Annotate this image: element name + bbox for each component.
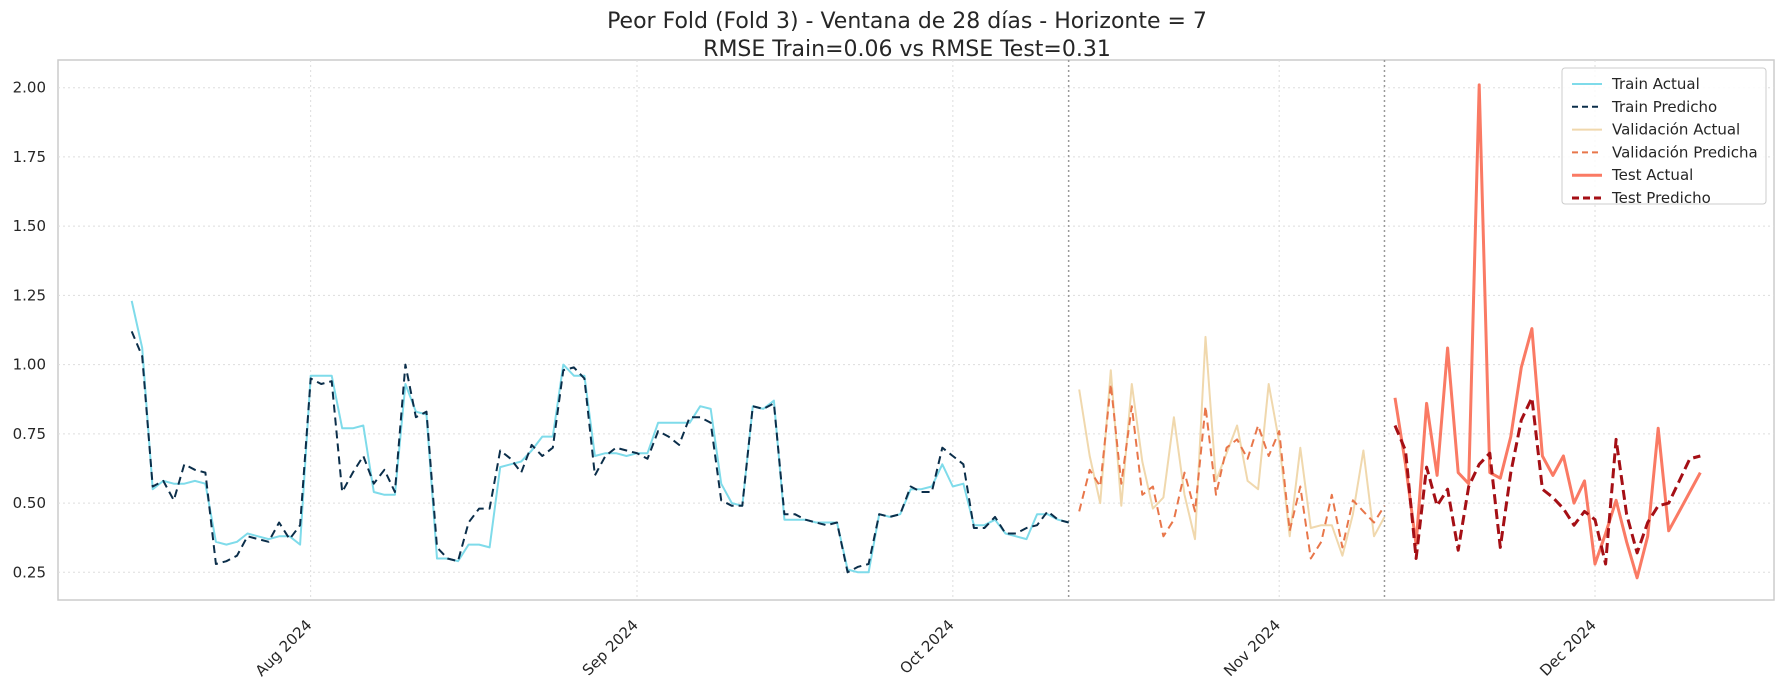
- series-group: [130, 83, 1702, 580]
- y-tick-label: 1.00: [13, 356, 46, 374]
- legend-label: Validación Predicha: [1612, 143, 1758, 161]
- chart-title: Peor Fold (Fold 3) - Ventana de 28 días …: [607, 9, 1207, 34]
- y-tick-label: 0.75: [13, 425, 46, 443]
- series-line-test-predicho: [1393, 396, 1701, 566]
- x-tick-label: Aug 2024: [252, 616, 316, 680]
- y-tick-label: 1.50: [13, 217, 46, 235]
- x-tick-label: Sep 2024: [579, 616, 642, 679]
- series-line-test-actual: [1393, 83, 1702, 580]
- y-tick-label: 1.75: [13, 148, 46, 166]
- y-tick-label: 1.25: [13, 286, 46, 304]
- legend-label: Test Actual: [1611, 166, 1693, 184]
- plot-area: [57, 59, 1775, 601]
- y-tick-label: 2.00: [13, 79, 46, 97]
- legend-label: Train Predicho: [1611, 98, 1717, 116]
- y-tick-label: 0.50: [13, 494, 46, 512]
- split-lines: [1067, 60, 1386, 600]
- y-tick-label: 0.25: [13, 563, 46, 581]
- x-tick-label: Oct 2024: [896, 616, 957, 677]
- series-line-validaci-n-predicha: [1078, 383, 1386, 560]
- series-line-validaci-n-actual: [1078, 335, 1386, 557]
- legend-label: Test Predicho: [1611, 189, 1711, 207]
- legend-label: Train Actual: [1611, 75, 1700, 93]
- y-axis: 0.25 0.50 0.75 1.00 1.25 1.50 1.75 2.00: [13, 79, 46, 582]
- series-line-train-predicho: [130, 331, 1069, 574]
- x-axis: Aug 2024 Sep 2024 Oct 2024 Nov 2024 Dec 2024: [252, 616, 1600, 680]
- chart-subtitle: RMSE Train=0.06 vs RMSE Test=0.31: [703, 37, 1111, 62]
- legend-label: Validación Actual: [1612, 121, 1740, 139]
- legend-box: [1561, 67, 1767, 205]
- legend: Train Actual Train Predicho Validación Act…: [1561, 67, 1767, 207]
- x-tick-label: Nov 2024: [1220, 616, 1284, 680]
- x-tick-label: Dec 2024: [1536, 616, 1600, 680]
